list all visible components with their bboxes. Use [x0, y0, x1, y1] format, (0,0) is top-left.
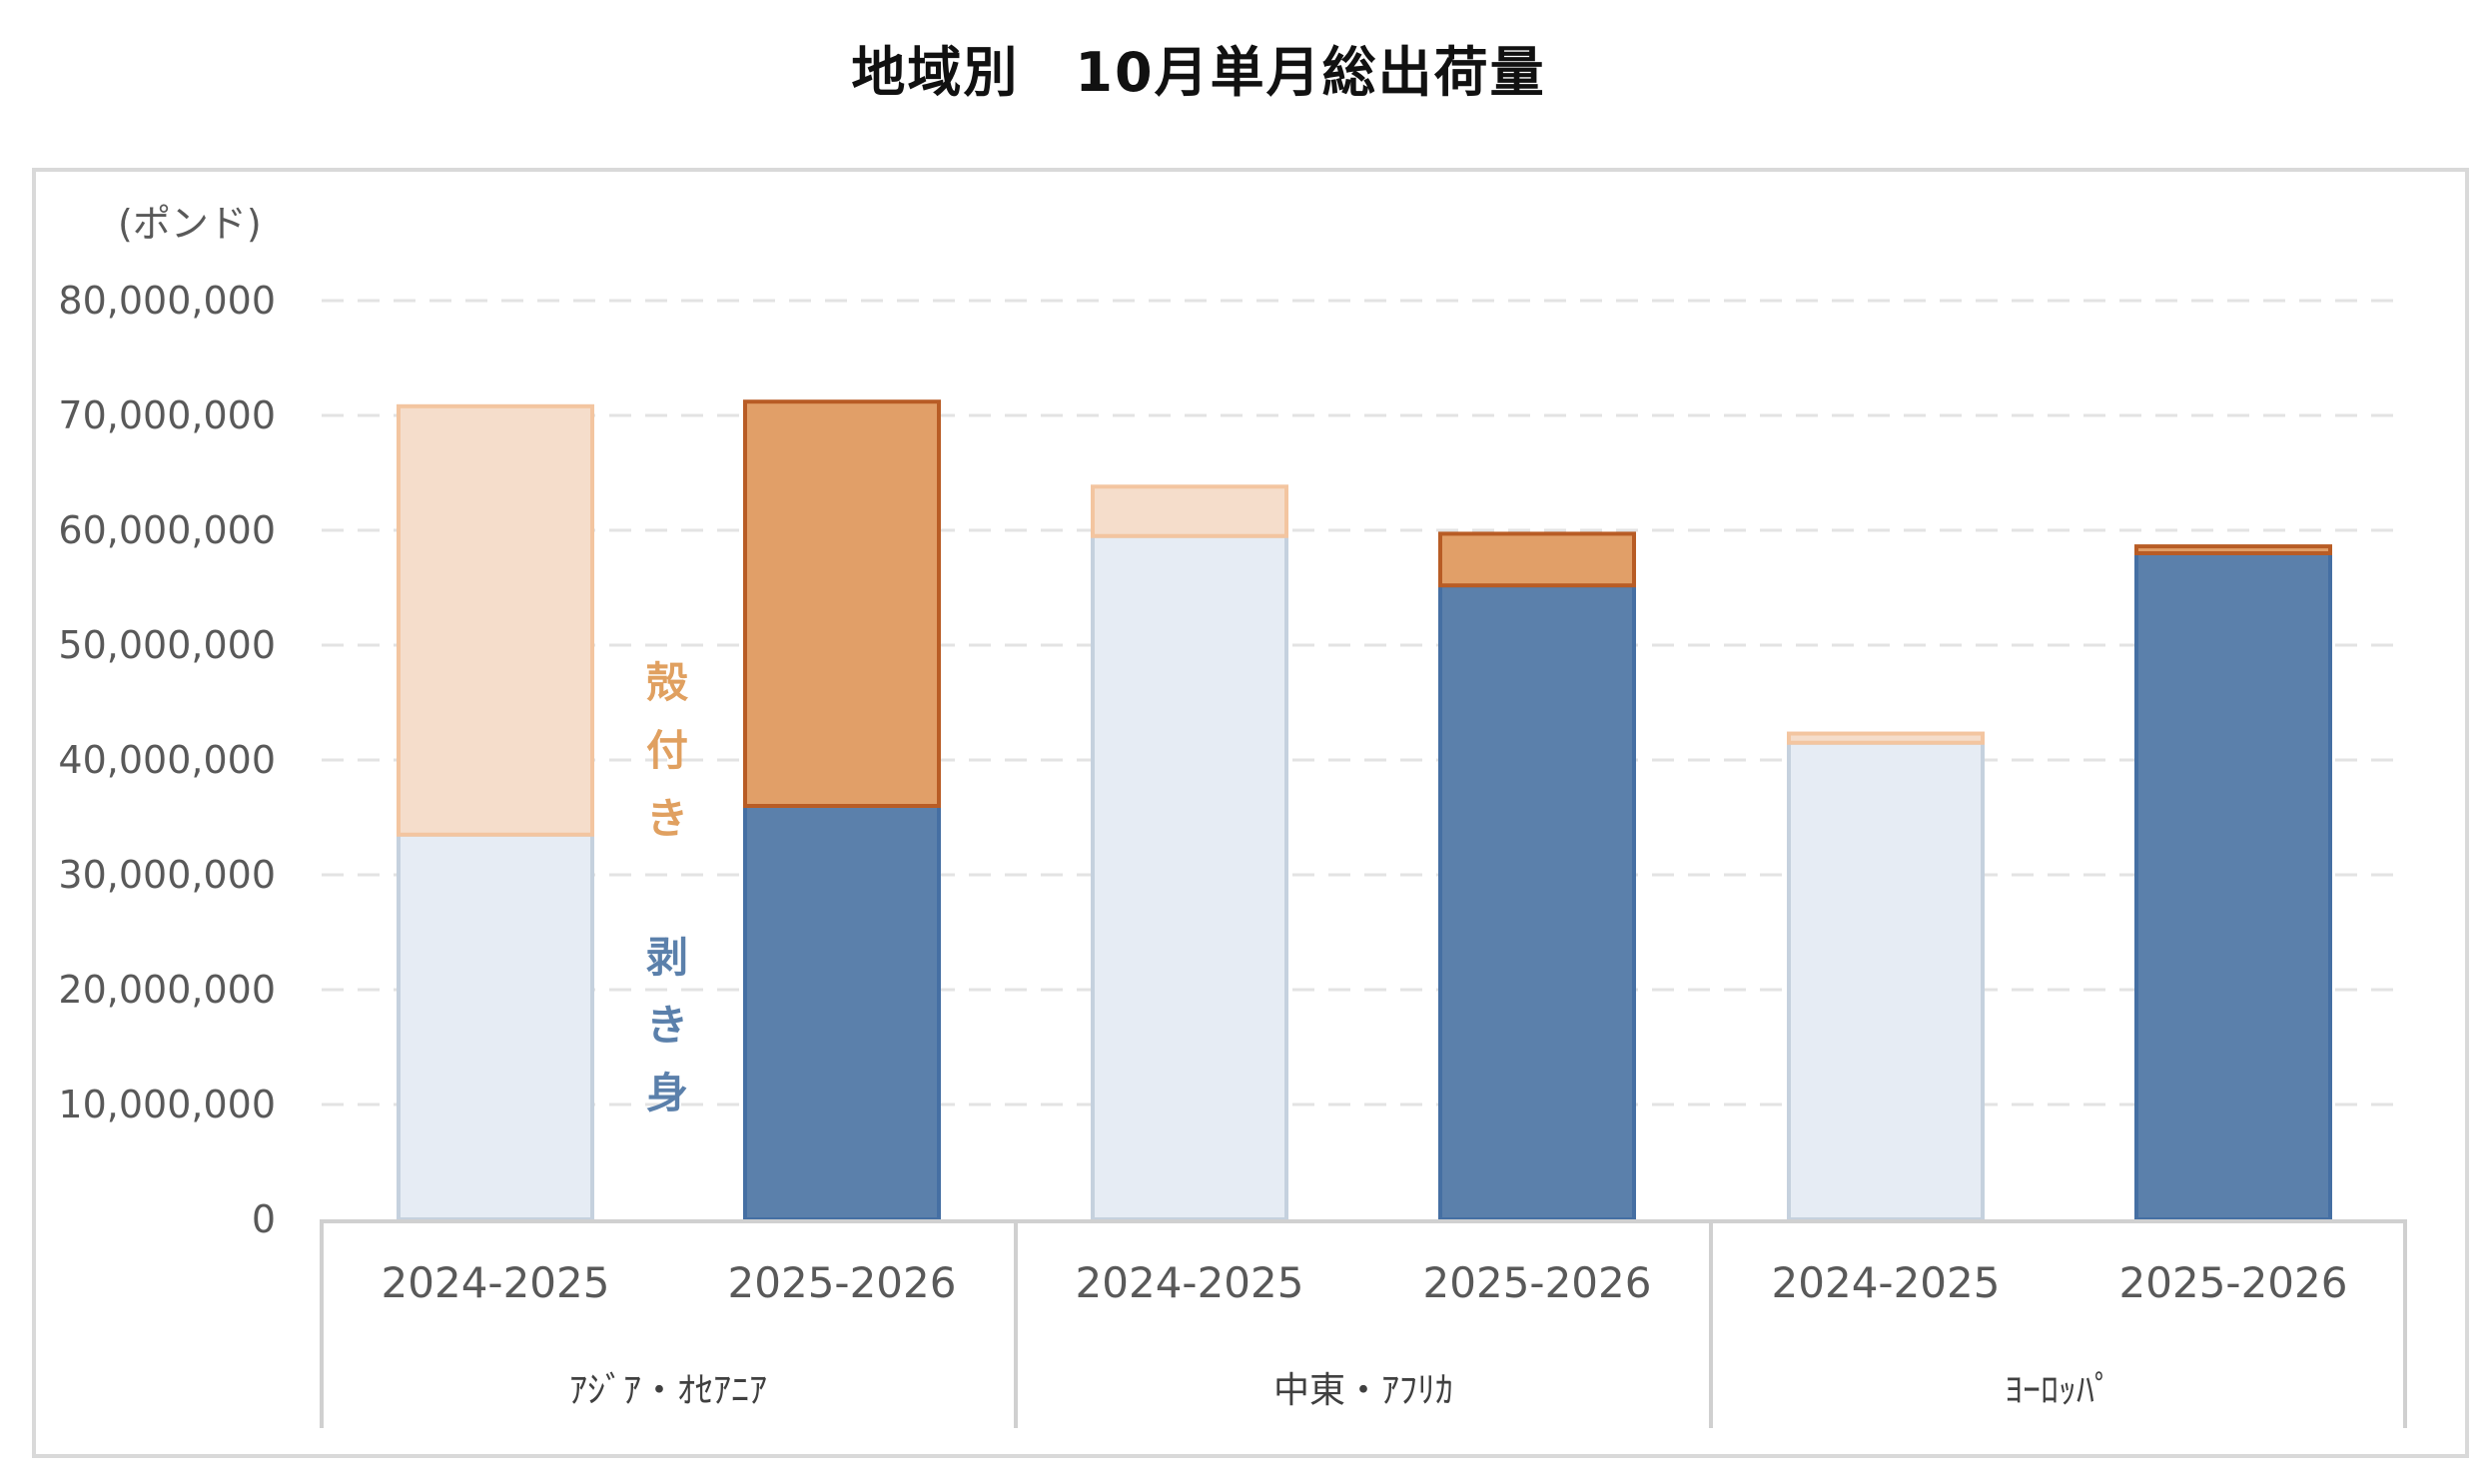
- y-tick-label: 60,000,000: [58, 508, 276, 552]
- annotation-shell-char: き: [646, 794, 688, 843]
- y-tick-label: 70,000,000: [58, 393, 276, 437]
- y-tick-label: 20,000,000: [58, 968, 276, 1012]
- x-tick-label: 2025-2026: [728, 1258, 957, 1307]
- bar-shell: [743, 399, 941, 808]
- y-tick-label: 0: [252, 1197, 276, 1241]
- bar-shell: [2134, 544, 2332, 555]
- y-tick-label: 50,000,000: [58, 623, 276, 667]
- x-group-label: ﾖｰﾛｯﾊﾟ: [2005, 1370, 2112, 1411]
- y-tick-label: 80,000,000: [58, 279, 276, 323]
- bar-shucked: [397, 832, 594, 1221]
- y-tick-label: 10,000,000: [58, 1083, 276, 1126]
- bar-shucked: [743, 804, 941, 1221]
- y-tick-label: 30,000,000: [58, 853, 276, 897]
- x-tick-label: 2024-2025: [1076, 1258, 1304, 1307]
- bar-shucked: [1091, 533, 1288, 1221]
- bar-shucked: [1787, 740, 1985, 1221]
- bar-shucked: [1438, 583, 1636, 1221]
- annotation-shucked-char: 身: [646, 1069, 688, 1117]
- x-group-label: ｱｼﾞｱ・ｵｾｱﾆｱ: [569, 1370, 767, 1411]
- annotation-shell-char: 付: [646, 726, 688, 775]
- annotation-shell-char: 殻: [646, 658, 689, 707]
- bar-shell: [1438, 531, 1636, 588]
- bar-shell: [397, 403, 594, 837]
- bar-shell: [1787, 731, 1985, 745]
- x-tick-label: 2024-2025: [1772, 1258, 2001, 1307]
- annotation-shucked-char: き: [646, 1001, 688, 1050]
- bar-shucked: [2134, 551, 2332, 1221]
- x-tick-label: 2024-2025: [382, 1258, 610, 1307]
- y-axis-unit: (ポンド): [118, 202, 262, 246]
- x-tick-label: 2025-2026: [2119, 1258, 2348, 1307]
- annotation-shucked-char: 剥: [646, 933, 688, 982]
- x-group-label: 中東・ｱﾌﾘｶ: [1273, 1370, 1453, 1411]
- plot-frame: [32, 168, 2469, 1458]
- x-tick-label: 2025-2026: [1423, 1258, 1652, 1307]
- bar-shell: [1091, 484, 1288, 538]
- y-tick-label: 40,000,000: [58, 738, 276, 782]
- chart-title: 地域別 10月単月総出荷量: [851, 41, 1546, 104]
